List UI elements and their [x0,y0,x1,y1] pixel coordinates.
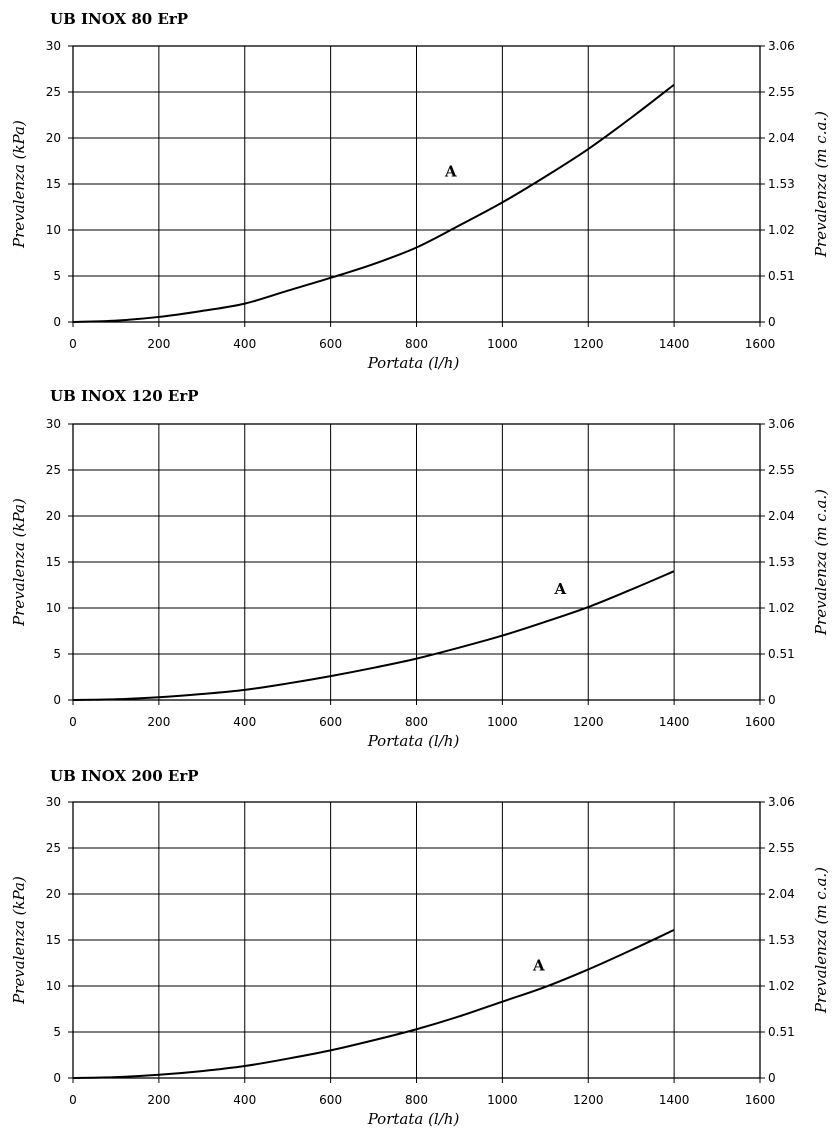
y-tick-label: 15 [46,177,61,191]
y2-axis-label: Prevalenza (m c.a.) [812,111,830,258]
x-tick-label: 1000 [487,337,518,351]
y2-tick-label: 3.06 [768,795,795,809]
x-tick-label: 1000 [487,715,518,729]
y-tick-label: 20 [46,887,61,901]
x-tick-label: 800 [405,337,428,351]
curve-label: A [444,163,457,181]
y-tick-label: 10 [46,223,61,237]
x-axis-label: Portata (l/h) [367,1110,460,1128]
x-tick-label: 200 [147,337,170,351]
chart-title: UB INOX 200 ErP [50,767,199,785]
x-axis-label: Portata (l/h) [367,354,460,372]
y2-axis-label: Prevalenza (m c.a.) [812,867,830,1014]
y2-tick-label: 2.04 [768,887,795,901]
series-line-a [72,570,675,701]
x-tick-label: 600 [319,337,342,351]
y-tick-label: 25 [46,85,61,99]
y-tick-label: 30 [46,795,61,809]
y-tick-label: 30 [46,39,61,53]
x-tick-label: 1400 [659,1093,690,1107]
y2-tick-label: 0.51 [768,269,795,283]
x-tick-label: 0 [69,337,77,351]
y2-tick-label: 2.55 [768,463,795,477]
y-tick-label: 30 [46,417,61,431]
x-tick-label: 1400 [659,337,690,351]
y-tick-label: 0 [53,1071,61,1085]
x-tick-label: 400 [233,337,256,351]
y2-tick-label: 2.04 [768,131,795,145]
x-tick-label: 400 [233,715,256,729]
y-axis-label: Prevalenza (kPa) [10,498,28,627]
chart-title: UB INOX 120 ErP [50,387,199,405]
curve-label: A [554,580,567,598]
curve-label: A [532,956,545,974]
y2-tick-label: 1.53 [768,555,795,569]
y2-tick-label: 0.51 [768,647,795,661]
y2-tick-label: 1.53 [768,933,795,947]
y2-tick-label: 2.55 [768,85,795,99]
y-tick-label: 0 [53,315,61,329]
chart-title: UB INOX 80 ErP [50,10,188,28]
x-tick-label: 1600 [745,337,776,351]
x-tick-label: 200 [147,715,170,729]
x-tick-label: 1200 [573,715,604,729]
x-tick-label: 1000 [487,1093,518,1107]
x-tick-label: 400 [233,1093,256,1107]
x-tick-label: 200 [147,1093,170,1107]
y2-tick-label: 0.51 [768,1025,795,1039]
y2-axis-label: Prevalenza (m c.a.) [812,489,830,636]
y2-tick-label: 2.04 [768,509,795,523]
y-tick-label: 20 [46,509,61,523]
y-tick-label: 5 [53,269,61,283]
y-axis-label: Prevalenza (kPa) [10,120,28,249]
y2-tick-label: 1.02 [768,979,795,993]
x-tick-label: 800 [405,715,428,729]
x-tick-label: 1600 [745,1093,776,1107]
x-tick-label: 0 [69,715,77,729]
y2-tick-label: 0 [768,1071,776,1085]
y-tick-label: 15 [46,555,61,569]
y-tick-label: 10 [46,979,61,993]
y2-tick-label: 1.02 [768,601,795,615]
x-tick-label: 1600 [745,715,776,729]
y2-tick-label: 3.06 [768,39,795,53]
y2-tick-label: 0 [768,693,776,707]
y-tick-label: 0 [53,693,61,707]
y2-tick-label: 2.55 [768,841,795,855]
series-line-a [72,83,675,323]
y-tick-label: 25 [46,463,61,477]
y-tick-label: 25 [46,841,61,855]
y-tick-label: 5 [53,647,61,661]
y2-tick-label: 1.53 [768,177,795,191]
series-line-a [72,928,675,1079]
x-tick-label: 600 [319,715,342,729]
y2-tick-label: 1.02 [768,223,795,237]
y-tick-label: 15 [46,933,61,947]
x-tick-label: 0 [69,1093,77,1107]
x-tick-label: 1400 [659,715,690,729]
x-tick-label: 800 [405,1093,428,1107]
x-tick-label: 1200 [573,337,604,351]
y2-tick-label: 0 [768,315,776,329]
y2-tick-label: 3.06 [768,417,795,431]
x-tick-label: 600 [319,1093,342,1107]
x-tick-label: 1200 [573,1093,604,1107]
y-tick-label: 5 [53,1025,61,1039]
y-tick-label: 20 [46,131,61,145]
y-tick-label: 10 [46,601,61,615]
y-axis-label: Prevalenza (kPa) [10,876,28,1005]
x-axis-label: Portata (l/h) [367,732,460,750]
